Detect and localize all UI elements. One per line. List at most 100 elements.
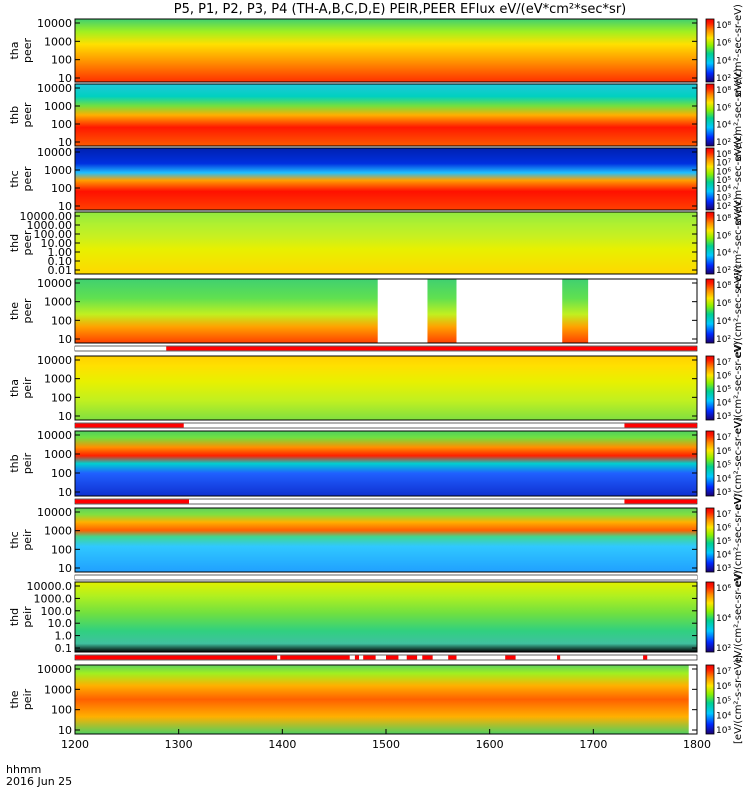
spectrogram-image — [75, 212, 697, 274]
colorbar-tick-label: 10⁶ — [716, 39, 731, 49]
colorbar — [705, 211, 715, 275]
y-label-species: peer — [21, 166, 34, 192]
colorbar-label: eV/(cm²-sec-sr-eV) — [733, 342, 744, 435]
colorbar-label: eV/(cm²-sec-sr-eV) — [733, 571, 744, 664]
flag-segment — [557, 655, 561, 660]
colorbar-tick-label: 10⁴ — [716, 249, 731, 259]
y-tick-label: 0.1 — [55, 642, 73, 655]
panel-frame — [74, 355, 698, 421]
flag-segment — [448, 655, 457, 660]
data-gap — [688, 665, 697, 734]
y-tick-label: 100 — [51, 314, 72, 327]
x-tick-label: 1600 — [476, 738, 504, 751]
colorbar-tick-label: 10³ — [716, 726, 731, 736]
flag-segment — [363, 655, 376, 660]
colorbar-tick-label: 10⁵ — [716, 537, 731, 547]
y-label-species: peer — [21, 38, 34, 64]
colorbar-tick-label: 10⁶ — [716, 447, 731, 457]
flag-segment — [189, 499, 625, 504]
y-tick-label: 100 — [51, 543, 72, 556]
y-tick-label: 1000.0 — [34, 592, 73, 605]
spectrogram-image — [75, 665, 697, 734]
chart-title: P5, P1, P2, P3, P4 (TH-A,B,C,D,E) PEIR,P… — [174, 2, 627, 17]
colorbar — [705, 18, 715, 83]
colorbar-tick-label: 10⁸ — [716, 21, 731, 31]
flag-segment — [624, 499, 697, 504]
panel-frame — [74, 278, 698, 344]
colorbar-tick-label: 10⁵ — [716, 697, 731, 707]
y-tick-label: 10.00 — [41, 237, 73, 250]
panel-frame — [74, 507, 698, 573]
y-tick-label: 10 — [58, 562, 72, 575]
panel-thb-peer: 10 100 1000 10000 thb peer 10² 10⁴ 10⁶ 10⁸ eV/(cm²… — [8, 69, 744, 162]
colorbar-tick-label: 10⁷ — [716, 159, 731, 169]
time-axis: 1200 1300 1400 1500 1600 1700 1800 — [61, 729, 711, 751]
y-tick-label: 1.0 — [55, 630, 73, 643]
flag-segment — [643, 655, 648, 660]
y-tick-label: 10000.0 — [27, 580, 73, 593]
y-tick-label: 1000 — [44, 35, 72, 48]
panel-thc-peir: 10 100 1000 10000 thc peir 10³ 10⁴ 10⁵ 10⁶ 10⁷ eV/(… — [8, 494, 744, 587]
flag-segment — [280, 655, 350, 660]
y-tick-label: 100 — [51, 182, 72, 195]
footer-label-date: 2016 Jun 25 — [6, 775, 72, 788]
y-tick-label: 10 — [58, 410, 72, 423]
y-tick-label: 100 — [51, 118, 72, 131]
colorbar-label: eV/(cm²-sec-sr-eV) — [733, 417, 744, 510]
flag-bars — [74, 345, 698, 661]
y-tick-label: 1.00 — [48, 246, 73, 259]
colorbar-tick-label: 10⁷ — [716, 433, 731, 443]
flag-segment — [75, 346, 167, 351]
y-tick-label: 0.10 — [48, 255, 73, 268]
y-tick-label: 100 — [51, 391, 72, 404]
panel-thb-peir: 10 100 1000 10000 thb peir 10³ 10⁴ 10⁵ 10⁶ 10⁷ eV/(… — [8, 417, 744, 510]
flag-segment — [354, 655, 360, 660]
colorbar-tick-label: 10⁷ — [716, 667, 731, 677]
colorbar-label: [eV/(cm²-s-sr-eV)] — [733, 655, 744, 744]
y-tick-label: 10000 — [37, 429, 72, 442]
y-label-species: peir — [21, 452, 34, 474]
colorbar-tick-label: 10⁴ — [716, 551, 731, 561]
y-tick-label: 100 — [51, 467, 72, 480]
y-label-species: peer — [21, 230, 34, 256]
data-gap — [377, 279, 428, 343]
flag-segment — [183, 423, 625, 428]
colorbar — [705, 278, 715, 344]
flag-segment — [75, 423, 184, 428]
x-tick-label: 1500 — [372, 738, 400, 751]
colorbar-tick-label: 10⁷ — [716, 510, 731, 520]
colorbar-label: eV/(cm²-sec-sr-eV) — [733, 69, 744, 162]
y-tick-label: 10000.00 — [20, 210, 73, 223]
y-tick-label: 100.0 — [41, 605, 73, 618]
y-tick-label: 1000 — [44, 683, 72, 696]
colorbar-tick-label: 10² — [716, 138, 731, 148]
flag-segment — [505, 655, 516, 660]
y-label-probe: thd — [8, 608, 21, 626]
y-tick-label: 1000 — [44, 373, 72, 386]
y-tick-label: 10000 — [37, 506, 72, 519]
y-label-probe: the — [8, 690, 21, 708]
colorbar-tick-label: 10³ — [716, 412, 731, 422]
spectrogram-image — [75, 84, 697, 146]
panel-the-peir: 10 100 1000 10000 the peir 10³ 10⁴ 10⁵ 10⁶ 10⁷ [eV/… — [8, 655, 744, 744]
y-label-species: peir — [21, 688, 34, 710]
flag-segment — [75, 499, 190, 504]
flag-segment — [386, 655, 399, 660]
y-label-probe: tha — [8, 41, 21, 59]
y-label-species: peir — [21, 529, 34, 551]
y-label-probe: tha — [8, 379, 21, 397]
colorbar-tick-label: 10⁶ — [716, 682, 731, 692]
colorbar-tick-label: 10³ — [716, 564, 731, 574]
y-tick-label: 1000 — [44, 164, 72, 177]
colorbar-tick-label: 10⁴ — [716, 711, 731, 721]
flag-segment — [166, 346, 697, 351]
y-label-species: peir — [21, 606, 34, 628]
colorbar-label: eV/(cm²-sec-sr-eV) — [733, 197, 744, 290]
panel-frame — [74, 83, 698, 147]
flag-segment — [406, 655, 418, 660]
colorbar-tick-label: 10⁴ — [716, 614, 731, 624]
colorbar-tick-label: 10⁶ — [716, 372, 731, 382]
y-label-probe: thd — [8, 234, 21, 252]
